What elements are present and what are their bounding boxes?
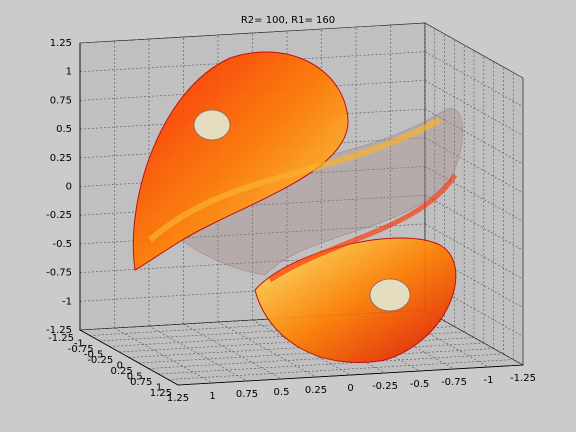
z-tick-label: 0.5 (56, 124, 72, 135)
attractor-band (268, 173, 458, 283)
z-tick-label: 1 (66, 67, 72, 78)
attractor-core (369, 278, 411, 312)
grid-line (114, 327, 213, 384)
grid-line (79, 281, 426, 302)
z-tick-label: -0.75 (46, 268, 72, 279)
grid-line (158, 353, 504, 375)
attractor (132, 51, 464, 364)
z-tick-label: -1 (62, 296, 72, 307)
x-tick-label: -1 (484, 375, 494, 386)
x-tick-label: 0.25 (305, 385, 327, 396)
grid-line (424, 166, 524, 222)
z-tick-label: -0.25 (46, 210, 72, 221)
x-tick-label: 0 (347, 383, 353, 394)
grid-line (109, 326, 455, 347)
attractor-core (193, 109, 231, 141)
x-tick-label: 0.5 (274, 387, 290, 398)
x-tick-label: -1.25 (510, 373, 536, 384)
x-tick-label: -0.75 (441, 377, 467, 388)
grid-line (424, 22, 524, 79)
y-tick-label: 1.25 (150, 388, 172, 399)
attractor-band (148, 117, 442, 243)
y-tick-label: 1 (156, 383, 162, 394)
grid-line (79, 252, 426, 273)
grid-line (79, 309, 426, 331)
grid-line (390, 311, 489, 368)
grid-line (424, 223, 524, 280)
x-tick-label: -0.5 (410, 379, 430, 390)
y-tick-label: 0.25 (111, 366, 133, 377)
grid-line (79, 22, 426, 44)
grid-line (424, 281, 524, 337)
z-tick-label: 1.25 (50, 38, 72, 49)
y-tick-label: -0.25 (87, 355, 113, 366)
grid-line (424, 194, 524, 251)
x-tick-label: 1 (209, 391, 215, 402)
y-tick-label: -0.5 (84, 350, 104, 361)
y-tick-label: -1 (74, 339, 84, 350)
y-tick-label: 0 (117, 361, 123, 372)
grid-line (424, 309, 524, 366)
grid-line (89, 315, 435, 336)
grid-line (217, 321, 317, 378)
grid-line (424, 252, 524, 308)
x-tick-label: 0.75 (236, 389, 258, 400)
grid-line (148, 348, 494, 369)
grid-line (424, 51, 524, 107)
axis-edge (79, 43, 524, 386)
z-tick-label: -0.5 (52, 239, 72, 250)
y-tick-label: 0.5 (127, 372, 143, 383)
chart-title: R2= 100, R1= 160 (241, 15, 335, 26)
z-tick-label: 0 (66, 182, 72, 193)
grid-line (424, 137, 524, 194)
z-tick-label: 0.75 (50, 95, 72, 106)
grid-line (183, 323, 282, 380)
y-tick-label: -0.75 (68, 344, 94, 355)
y-tick-label: -1.25 (48, 333, 74, 344)
x-tick-label: -0.25 (372, 381, 398, 392)
grid-line (424, 80, 524, 136)
z-tick-label: 0.25 (50, 153, 72, 164)
grid-line (424, 108, 524, 165)
grid-line (99, 320, 445, 342)
x-tick-label: 1.25 (167, 393, 189, 404)
z-tick-label: -1.25 (46, 325, 72, 336)
y-tick-label: 0.75 (130, 377, 152, 388)
grid-line (168, 359, 514, 380)
